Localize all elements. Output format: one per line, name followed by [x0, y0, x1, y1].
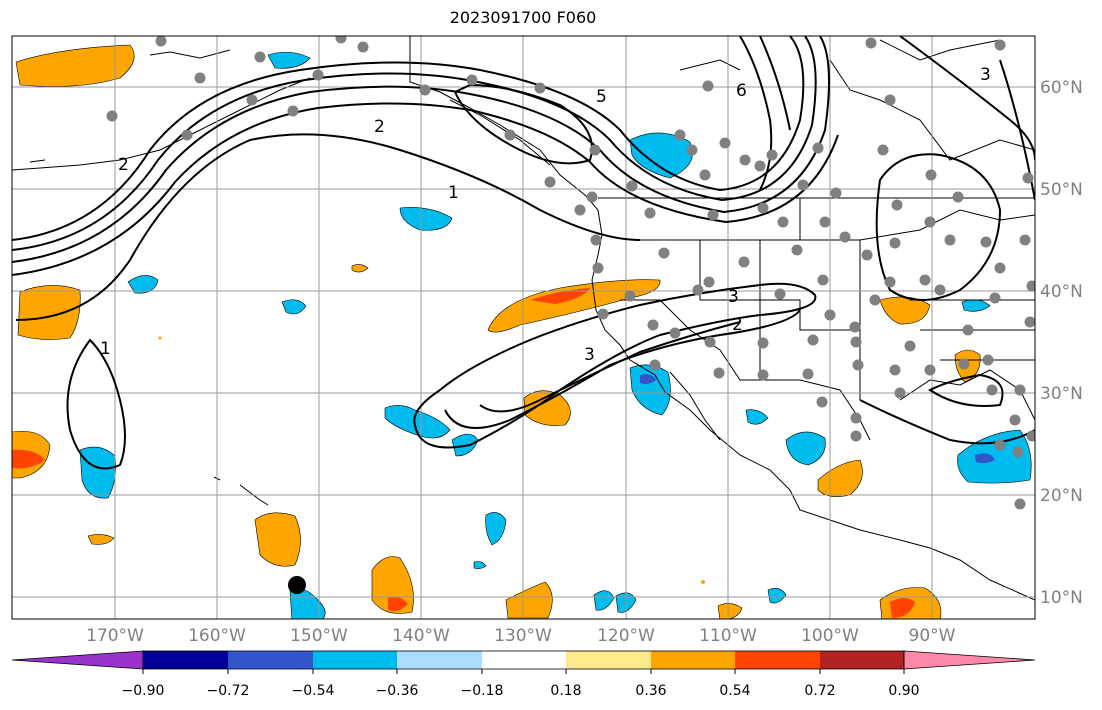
- colorbar-tick-label: −0.36: [376, 683, 419, 699]
- lon-axis: 170°W 160°W 150°W 140°W 130°W 120°W 110°…: [86, 626, 956, 646]
- anomaly-shading: [12, 44, 1032, 619]
- contour-label: 5: [596, 87, 607, 107]
- colorbar-tick-label: −0.54: [292, 683, 335, 699]
- station-dots: [106, 36, 1035, 510]
- lat-axis: 60°N 50°N 40°N 30°N 20°N 10°N: [1040, 78, 1083, 608]
- colorbar-swatch: [735, 651, 820, 669]
- contour-label: 2: [732, 315, 743, 335]
- contour-label-group: 2 1 5 6 2 3 3 2 1 3: [100, 65, 991, 365]
- colorbar-tick-label: −0.72: [207, 683, 250, 699]
- map-frame: [11, 35, 1036, 620]
- contour-label: 3: [584, 345, 595, 365]
- colorbar-extend-max: [903, 650, 1036, 670]
- contour-label: 3: [728, 287, 739, 307]
- colorbar-swatch: [397, 651, 482, 669]
- colorbar-extend-min: [11, 650, 144, 670]
- colorbar-tick-label: 0.18: [550, 683, 581, 699]
- lon-label: 170°W: [86, 626, 144, 646]
- lat-label: 60°N: [1040, 78, 1083, 98]
- colorbar-swatch: [820, 651, 904, 669]
- lon-label: 130°W: [494, 626, 552, 646]
- lon-label: 100°W: [801, 626, 859, 646]
- colorbar-swatch: [228, 651, 313, 669]
- colorbar-tick-label: 0.36: [635, 683, 666, 699]
- colorbar-tick-label: 0.54: [719, 683, 750, 699]
- contour-label: 3: [980, 65, 991, 85]
- colorbar-tick-label: 0.90: [888, 683, 919, 699]
- graticule: [12, 36, 1035, 619]
- lon-label: 150°W: [290, 626, 348, 646]
- storm-marker: [288, 576, 306, 594]
- colorbar-tick-label: −0.18: [461, 683, 504, 699]
- contour-label: 2: [118, 155, 129, 175]
- contour-label: 1: [100, 339, 111, 359]
- map-title: 2023091700 F060: [449, 8, 597, 27]
- lon-label: 90°W: [909, 626, 956, 646]
- contour-label: 1: [448, 183, 459, 203]
- colorbar: −0.90 −0.72 −0.54 −0.36 −0.18 0.18 0.36 …: [11, 650, 1036, 699]
- lon-label: 140°W: [392, 626, 450, 646]
- colorbar-swatch: [143, 651, 228, 669]
- contour-label: 6: [736, 81, 747, 101]
- lat-label: 20°N: [1040, 486, 1083, 506]
- colorbar-tick-label: 0.72: [804, 683, 835, 699]
- contours: [12, 36, 1035, 470]
- lat-label: 10°N: [1040, 588, 1083, 608]
- colorbar-swatch: [482, 651, 566, 669]
- lon-label: 160°W: [188, 626, 246, 646]
- colorbar-swatch: [651, 651, 735, 669]
- lat-label: 40°N: [1040, 282, 1083, 302]
- colorbar-swatch: [313, 651, 397, 669]
- lon-label: 110°W: [699, 626, 757, 646]
- lat-label: 30°N: [1040, 384, 1083, 404]
- lat-label: 50°N: [1040, 180, 1083, 200]
- lon-label: 120°W: [597, 626, 655, 646]
- colorbar-tick-label: −0.90: [122, 683, 165, 699]
- colorbar-swatch: [566, 651, 651, 669]
- contour-label: 2: [374, 117, 385, 137]
